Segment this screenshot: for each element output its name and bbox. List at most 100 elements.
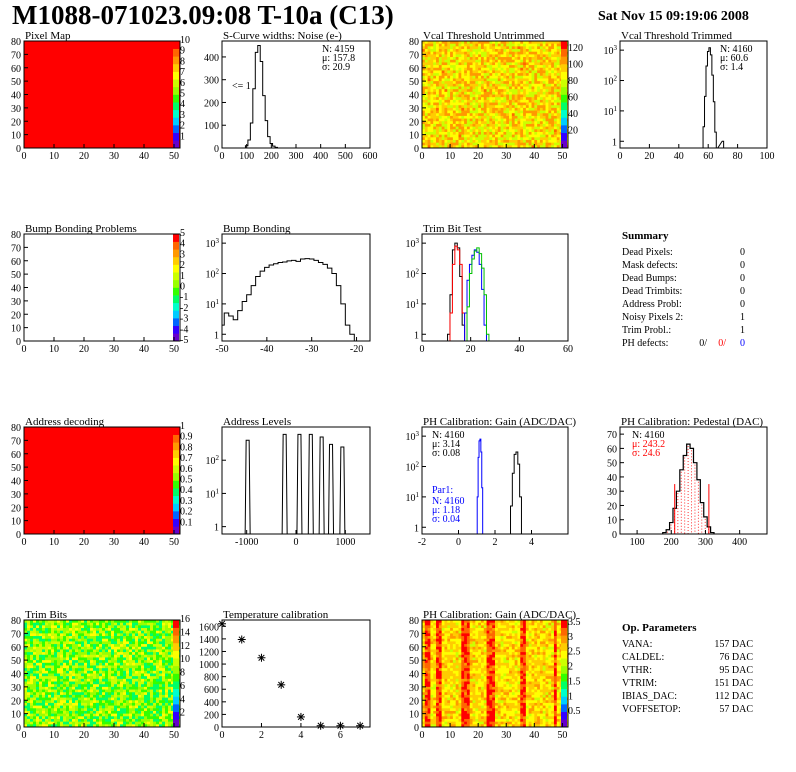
heatmap-cell <box>528 75 532 79</box>
heatmap-cell <box>60 686 64 690</box>
heatmap-cell <box>509 54 513 58</box>
heatmap-cell <box>48 670 52 674</box>
heatmap-cell <box>69 665 73 669</box>
heatmap-cell <box>114 657 118 661</box>
heatmap-cell <box>534 131 538 136</box>
heatmap-cell <box>99 708 103 712</box>
heatmap-cell <box>430 113 434 117</box>
heatmap-cell <box>135 678 139 682</box>
heatmap-cell <box>108 644 112 648</box>
heatmap-cell <box>135 686 139 690</box>
heatmap-cell <box>520 142 524 146</box>
heatmap-cell <box>126 700 130 704</box>
colorbar-band <box>561 86 567 95</box>
heatmap-cell <box>57 681 61 685</box>
heatmap-cell <box>447 57 451 61</box>
scatter-point <box>316 721 325 730</box>
heatmap-cell <box>57 638 61 642</box>
heatmap-cell <box>450 62 454 66</box>
heatmap-cell <box>33 705 37 709</box>
heatmap-cell <box>483 78 487 82</box>
heatmap-cell <box>422 705 426 709</box>
heatmap-cell <box>539 97 544 101</box>
heatmap-cell <box>531 73 535 77</box>
heatmap-cell <box>509 123 513 127</box>
heatmap-cell <box>123 676 127 680</box>
heatmap-cell <box>523 89 527 93</box>
heatmap-cell <box>497 118 502 122</box>
heatmap-cell <box>30 654 34 658</box>
heatmap-cell <box>436 73 440 77</box>
heatmap-cell <box>461 110 465 114</box>
heatmap-cell <box>458 145 462 149</box>
colorbar-band <box>173 495 179 504</box>
heatmap-cell <box>120 649 124 653</box>
heatmap-cell <box>444 121 448 125</box>
heatmap-cell <box>39 657 43 661</box>
heatmap-cell <box>441 57 445 61</box>
heatmap-cell <box>48 708 52 712</box>
y-tick-label: 70 <box>11 436 21 447</box>
heatmap-cell <box>469 86 473 90</box>
heatmap-cell <box>114 718 118 723</box>
heatmap-cell <box>464 137 468 141</box>
heatmap-cell <box>517 105 521 109</box>
heatmap-cell <box>523 126 527 130</box>
heatmap-cell <box>105 697 109 701</box>
heatmap-cell <box>556 51 560 55</box>
heatmap-cell <box>147 716 151 720</box>
heatmap-cell <box>551 62 555 66</box>
heatmap-cell <box>159 716 163 720</box>
heatmap-cell <box>144 705 148 709</box>
heatmap-cell <box>171 641 175 645</box>
heatmap-cell <box>66 668 70 672</box>
heatmap-cell <box>424 115 429 119</box>
heatmap-cell <box>438 65 443 69</box>
heatmap-cell <box>537 126 541 130</box>
heatmap-cell <box>108 620 112 624</box>
heatmap-cell <box>497 46 502 50</box>
heatmap-cell <box>464 65 468 69</box>
heatmap-cell <box>455 43 459 47</box>
heatmap-cell <box>78 692 82 696</box>
heatmap-cell <box>24 705 28 709</box>
heatmap-cell <box>129 724 133 728</box>
heatmap-cell <box>72 657 76 661</box>
heatmap-cell <box>422 678 426 682</box>
heatmap-cell <box>444 118 448 122</box>
address-peaks <box>244 433 346 535</box>
hist-fill-dot <box>694 494 696 496</box>
heatmap-cell <box>159 678 163 682</box>
heatmap-cell <box>461 139 465 144</box>
heatmap-cell <box>99 630 103 634</box>
heatmap-cell <box>514 126 518 130</box>
heatmap-cell <box>27 713 31 717</box>
heatmap-cell <box>542 91 546 95</box>
heatmap-cell <box>132 665 136 669</box>
heatmap-cell <box>525 145 530 149</box>
heatmap-cell <box>75 700 79 704</box>
heatmap-cell <box>489 73 493 77</box>
hist-fill-dot <box>684 472 686 474</box>
heatmap-cell <box>523 73 527 77</box>
heatmap-cell <box>424 646 429 650</box>
heatmap-cell <box>27 625 31 629</box>
heatmap-cell <box>472 129 476 133</box>
heatmap-cell <box>126 689 130 693</box>
hist-fill-dot <box>691 504 692 506</box>
heatmap-cell <box>111 716 115 720</box>
stats-line: μ: 157.8 <box>322 53 355 64</box>
heatmap-cell <box>553 97 558 101</box>
hist-fill-dot <box>694 467 696 469</box>
heatmap-cell <box>466 126 471 130</box>
heatmap-cell <box>545 67 549 71</box>
heatmap-cell <box>87 622 91 626</box>
heatmap-cell <box>120 641 124 645</box>
heatmap-cell <box>422 131 426 136</box>
heatmap-cell <box>66 678 70 682</box>
address-peak <box>339 446 346 535</box>
heatmap-cell <box>147 636 151 640</box>
heatmap-cell <box>511 83 516 87</box>
heatmap-cell <box>99 657 103 661</box>
heatmap-cell <box>147 662 151 666</box>
